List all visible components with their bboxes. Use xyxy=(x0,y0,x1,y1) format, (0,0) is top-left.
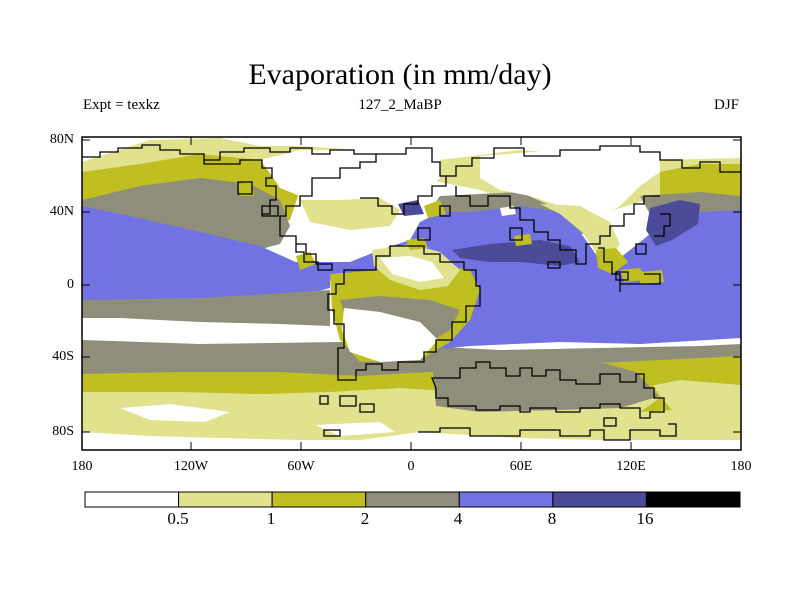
y-tick-label: 40N xyxy=(49,204,74,219)
x-tick-label: 120W xyxy=(173,459,209,474)
y-tick-label: 40S xyxy=(52,349,74,364)
y-tick-label: 80S xyxy=(52,424,74,439)
y-tick-label: 80N xyxy=(49,132,74,147)
colorbar-swatch xyxy=(645,491,741,508)
island-olive xyxy=(406,238,428,250)
southern-white-patch xyxy=(120,404,230,422)
colorbar-label: 1 xyxy=(266,509,276,528)
northern-gray-band xyxy=(82,178,290,252)
colorbar-swatch xyxy=(458,491,554,508)
x-tick-label: 120E xyxy=(616,459,646,474)
coastline-south-island xyxy=(319,395,329,405)
colorbar-swatch xyxy=(178,491,273,508)
time-label: 127_2_MaBP xyxy=(358,97,442,113)
western-continent-white-north xyxy=(380,256,444,282)
darkblue-maximum-indian xyxy=(452,240,580,266)
coastline-island xyxy=(237,181,253,195)
colorbar-label: 0.5 xyxy=(167,509,189,528)
evaporation-field xyxy=(82,137,741,450)
southern-continent-gray xyxy=(432,352,660,412)
coastline-north-island xyxy=(439,205,451,217)
southern-white-patch xyxy=(315,422,395,436)
colorbar-label: 16 xyxy=(636,509,654,528)
x-tick-label: 180 xyxy=(71,459,93,474)
axis-ticks xyxy=(81,137,742,450)
experiment-label: Expt = texkz xyxy=(83,97,160,113)
coastline-small-island xyxy=(615,271,629,281)
coastline-north-america xyxy=(82,144,377,271)
colorbar-swatch xyxy=(84,491,180,508)
coastline-northeast-landmass xyxy=(446,145,741,177)
x-tick-label: 0 xyxy=(407,459,415,474)
x-tick-label: 60W xyxy=(287,459,315,474)
island-olive xyxy=(514,234,532,246)
northeast-landmass-white xyxy=(480,150,660,222)
coastline-small-island xyxy=(547,261,561,269)
coastline-southern-continent xyxy=(431,361,665,419)
coastline-south-island xyxy=(339,395,357,407)
x-tick-label: 60E xyxy=(509,459,533,474)
colorbar-label: 4 xyxy=(453,509,463,528)
southern-continent-olive-rim xyxy=(600,362,672,412)
northern-landmass-white xyxy=(260,150,440,202)
plot-title: Evaporation (in mm/day) xyxy=(248,58,552,91)
tropical-blue-band-south xyxy=(82,262,330,302)
colorbar xyxy=(84,491,741,508)
colorbar-swatch xyxy=(271,491,367,508)
coastline-south-island xyxy=(359,403,375,413)
coastline-far-south-west xyxy=(323,429,341,437)
coastline-island xyxy=(261,205,279,217)
island-olive xyxy=(296,252,316,270)
colorbar-label: 2 xyxy=(360,509,370,528)
coastline-far-south xyxy=(418,423,677,441)
coastlines xyxy=(82,144,741,441)
equatorial-gray-strip xyxy=(82,290,330,326)
season-label: DJF xyxy=(713,97,739,113)
northern-olive-band-east xyxy=(660,164,741,200)
coastline-north-cap xyxy=(203,159,277,215)
colorbar-swatch xyxy=(552,491,647,508)
coastline-west-landmass xyxy=(327,245,481,381)
coastline-north-island xyxy=(417,227,431,241)
coastline-north-island xyxy=(509,227,523,241)
island-olive xyxy=(238,182,254,196)
coastline-east-peninsula-2 xyxy=(654,213,671,237)
coastline-northeast-south xyxy=(455,186,660,265)
colorbar-swatch xyxy=(365,491,460,508)
darkblue-maximum-pacific xyxy=(646,200,700,246)
x-tick-label: 180 xyxy=(730,459,752,474)
coastline-small-island xyxy=(635,243,647,255)
colorbar-label: 8 xyxy=(547,509,557,528)
western-continent-white xyxy=(342,308,438,362)
y-tick-label: 0 xyxy=(67,277,74,292)
coastline-north-landmass xyxy=(360,147,447,215)
northern-landmass-lightyellow xyxy=(300,198,400,230)
coastline-south-island xyxy=(603,417,617,427)
